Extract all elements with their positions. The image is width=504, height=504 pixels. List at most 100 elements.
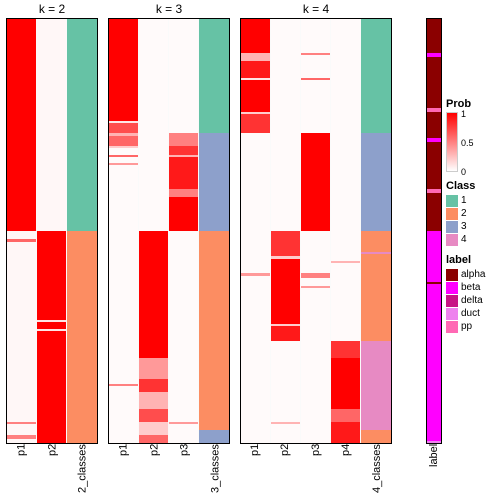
- segment: [271, 422, 300, 424]
- label-segment: [427, 282, 441, 284]
- segment: [301, 286, 330, 288]
- segment: [139, 422, 168, 435]
- column-p1: [7, 19, 37, 443]
- segment: [301, 273, 330, 277]
- prob-colorbar: 10.50: [446, 112, 458, 172]
- segment: [241, 53, 270, 61]
- label-segment: [427, 112, 441, 137]
- xlabel: p1: [6, 444, 37, 504]
- legend-title-class: Class: [446, 180, 498, 192]
- xlabel: p2: [270, 444, 300, 504]
- heatmap: [108, 18, 230, 444]
- segment: [361, 254, 391, 341]
- legend-item-class-3: 3: [446, 220, 498, 233]
- segment: [7, 435, 36, 439]
- legend-item-label-alpha: alpha: [446, 268, 498, 281]
- legend-title-label: label: [446, 254, 498, 266]
- segment: [109, 19, 138, 121]
- segment: [109, 155, 138, 157]
- prob-tick: 0.5: [461, 138, 474, 148]
- segment: [169, 231, 198, 443]
- legend-item-label-beta: beta: [446, 281, 498, 294]
- xlabel: 3_classes: [200, 444, 231, 504]
- segment: [67, 231, 97, 443]
- segment: [241, 80, 270, 112]
- xlabel: p1: [240, 444, 270, 504]
- segment: [199, 430, 229, 443]
- segment: [169, 157, 198, 189]
- segment: [169, 422, 198, 424]
- label-segment: [427, 231, 441, 441]
- label-segment: [427, 57, 441, 108]
- segment: [301, 78, 330, 80]
- label-segment: [427, 441, 441, 443]
- xlabel: 2_classes: [67, 444, 98, 504]
- legend-item-class-2: 2: [446, 207, 498, 220]
- segment: [139, 379, 168, 392]
- segment: [301, 133, 330, 231]
- segment: [271, 341, 300, 443]
- segment: [7, 231, 36, 443]
- column-p3: [169, 19, 199, 443]
- swatch: [446, 269, 458, 281]
- legend-item-class-1: 1: [446, 194, 498, 207]
- segment: [331, 409, 360, 422]
- segment: [331, 422, 360, 443]
- xlabel: p2: [37, 444, 68, 504]
- segment: [37, 329, 66, 331]
- segment: [361, 133, 391, 231]
- legend-label: beta: [461, 282, 480, 293]
- segment: [331, 261, 360, 263]
- legend-item-class-4: 4: [446, 233, 498, 246]
- segment: [109, 123, 138, 134]
- segment: [37, 231, 66, 443]
- label-column: label: [426, 0, 442, 504]
- segment: [361, 19, 391, 133]
- column-3_classes: [199, 19, 229, 443]
- segment: [169, 133, 198, 146]
- segment: [271, 259, 300, 325]
- xlabel: label: [426, 444, 442, 504]
- segment: [301, 19, 330, 133]
- column-2_classes: [67, 19, 97, 443]
- segment: [169, 19, 198, 133]
- segment: [271, 326, 300, 341]
- segment: [271, 231, 300, 256]
- xlabel: p1: [108, 444, 139, 504]
- segment: [199, 19, 229, 133]
- legend-label: duct: [461, 308, 480, 319]
- xlabel: p3: [169, 444, 200, 504]
- legend: Prob10.50Class1234labelalphabetadeltaduc…: [442, 0, 498, 504]
- segment: [109, 148, 138, 443]
- swatch: [446, 208, 458, 220]
- column-p2: [37, 19, 67, 443]
- segment: [37, 19, 66, 231]
- column-p4: [331, 19, 361, 443]
- label-segment: [427, 19, 441, 53]
- prob-tick: 0: [461, 167, 474, 177]
- segment: [331, 341, 360, 358]
- segment: [331, 358, 360, 409]
- column-p1: [109, 19, 139, 443]
- segment: [331, 19, 360, 341]
- column-p2: [139, 19, 169, 443]
- swatch: [446, 321, 458, 333]
- panel-k3: k = 3p1p2p33_classes: [108, 0, 230, 504]
- figure: k = 2p1p22_classesk = 3p1p2p33_classesk …: [0, 0, 504, 504]
- panel-title: k = 2: [6, 0, 98, 18]
- segment: [199, 231, 229, 430]
- swatch: [446, 195, 458, 207]
- segment: [139, 231, 168, 358]
- segment: [241, 273, 270, 275]
- segment: [139, 409, 168, 422]
- legend-item-label-pp: pp: [446, 320, 498, 333]
- xlabel: 4_classes: [362, 444, 392, 504]
- segment: [37, 320, 66, 322]
- segment: [199, 133, 229, 231]
- legend-label: 1: [461, 195, 467, 206]
- panel-k2: k = 2 p1p22_classes: [6, 0, 98, 504]
- segment: [109, 163, 138, 165]
- swatch: [446, 308, 458, 320]
- segment: [139, 19, 168, 231]
- segment: [361, 231, 391, 252]
